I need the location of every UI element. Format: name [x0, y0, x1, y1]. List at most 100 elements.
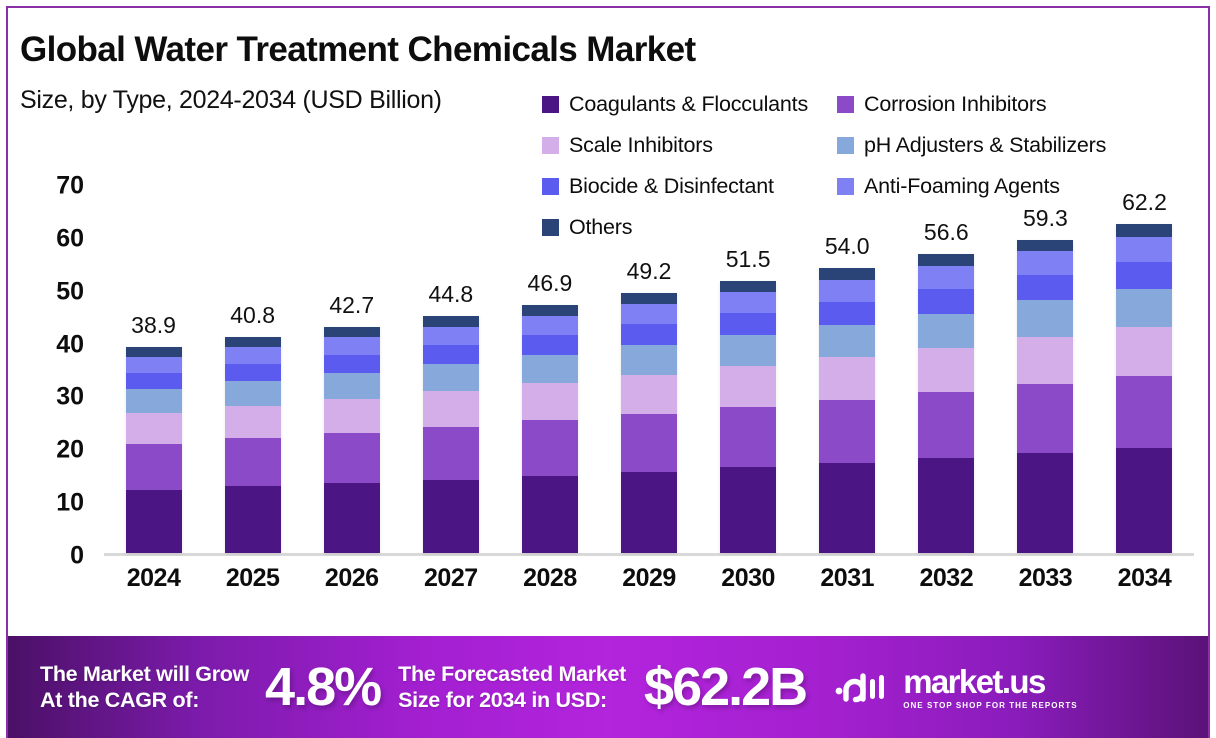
legend-item[interactable]: Scale Inhibitors — [542, 129, 837, 162]
market-us-logo[interactable]: market.us ONE STOP SHOP FOR THE REPORTS — [832, 665, 1077, 710]
bar-segment[interactable] — [323, 372, 380, 399]
bar-segment[interactable] — [125, 372, 182, 390]
legend-item[interactable]: pH Adjusters & Stabilizers — [837, 129, 1192, 162]
bar-segment[interactable] — [918, 313, 975, 348]
bar-segment[interactable] — [224, 337, 281, 348]
bar-group[interactable]: 49.2 — [599, 186, 698, 553]
bar-segment[interactable] — [521, 420, 578, 476]
bar-segment[interactable] — [323, 337, 380, 355]
bar-segment[interactable] — [1017, 250, 1074, 276]
bar-segment[interactable] — [918, 458, 975, 553]
bar-segment[interactable] — [720, 280, 777, 292]
bar-segment[interactable] — [323, 432, 380, 483]
bar-segment[interactable] — [918, 253, 975, 267]
bar-segment[interactable] — [621, 375, 678, 414]
bar-segment[interactable] — [918, 266, 975, 290]
bar-segment[interactable] — [1017, 239, 1074, 251]
bar-segment[interactable] — [720, 291, 777, 314]
bar-segment[interactable] — [819, 279, 876, 302]
bar-segment[interactable] — [621, 345, 678, 376]
bar-segment[interactable] — [422, 326, 479, 345]
bar-segment[interactable] — [521, 354, 578, 384]
bar-segment[interactable] — [1116, 262, 1173, 289]
bar-segment[interactable] — [819, 267, 876, 280]
bar-segment[interactable] — [224, 406, 281, 439]
bar-segment[interactable] — [621, 304, 678, 325]
bar-stack[interactable] — [224, 337, 281, 553]
bar-segment[interactable] — [1017, 453, 1074, 553]
bar-segment[interactable] — [1017, 275, 1074, 301]
bar-stack[interactable] — [521, 305, 578, 553]
bar-segment[interactable] — [125, 443, 182, 490]
bar-segment[interactable] — [224, 363, 281, 382]
legend-item[interactable]: Corrosion Inhibitors — [837, 88, 1192, 121]
bar-segment[interactable] — [918, 289, 975, 314]
bar-segment[interactable] — [224, 347, 281, 364]
bar-group[interactable]: 40.8 — [203, 186, 302, 553]
bar-segment[interactable] — [1116, 236, 1173, 263]
bar-segment[interactable] — [819, 301, 876, 325]
bar-stack[interactable] — [1116, 224, 1173, 553]
bar-segment[interactable] — [720, 313, 777, 335]
bar-segment[interactable] — [224, 486, 281, 553]
bar-stack[interactable] — [1017, 239, 1074, 553]
legend-item[interactable]: Anti-Foaming Agents — [837, 170, 1192, 203]
bar-segment[interactable] — [1017, 383, 1074, 454]
bar-segment[interactable] — [819, 324, 876, 358]
bar-segment[interactable] — [1116, 224, 1173, 237]
bar-stack[interactable] — [720, 280, 777, 553]
bar-segment[interactable] — [422, 344, 479, 364]
bar-stack[interactable] — [422, 316, 479, 553]
bar-stack[interactable] — [323, 327, 380, 553]
bar-segment[interactable] — [521, 383, 578, 421]
bar-group[interactable]: 54.0 — [798, 186, 897, 553]
bar-segment[interactable] — [1116, 448, 1173, 553]
bar-segment[interactable] — [1017, 336, 1074, 384]
bar-segment[interactable] — [224, 381, 281, 407]
bar-segment[interactable] — [521, 334, 578, 355]
bar-segment[interactable] — [323, 354, 380, 373]
bar-segment[interactable] — [720, 366, 777, 408]
bar-group[interactable]: 46.9 — [500, 186, 599, 553]
bar-segment[interactable] — [521, 305, 578, 316]
bar-segment[interactable] — [918, 392, 975, 459]
bar-segment[interactable] — [422, 426, 479, 480]
bar-group[interactable]: 51.5 — [699, 186, 798, 553]
bar-segment[interactable] — [125, 347, 182, 357]
bar-stack[interactable] — [621, 292, 678, 553]
bar-segment[interactable] — [621, 292, 678, 305]
bar-segment[interactable] — [422, 316, 479, 327]
bar-segment[interactable] — [224, 438, 281, 487]
bar-segment[interactable] — [422, 363, 479, 392]
legend-item[interactable]: Others — [542, 211, 837, 244]
bar-segment[interactable] — [521, 475, 578, 553]
bar-segment[interactable] — [521, 315, 578, 335]
bar-segment[interactable] — [323, 327, 380, 338]
bar-segment[interactable] — [819, 463, 876, 553]
bar-group[interactable]: 56.6 — [897, 186, 996, 553]
bar-stack[interactable] — [125, 347, 182, 553]
bar-group[interactable]: 44.8 — [401, 186, 500, 553]
bar-segment[interactable] — [621, 471, 678, 553]
bar-segment[interactable] — [819, 357, 876, 401]
bar-stack[interactable] — [918, 253, 975, 553]
bar-segment[interactable] — [621, 414, 678, 472]
bar-group[interactable]: 62.2 — [1095, 186, 1194, 553]
bar-segment[interactable] — [323, 482, 380, 553]
bar-segment[interactable] — [323, 398, 380, 433]
bar-segment[interactable] — [720, 407, 777, 468]
bar-segment[interactable] — [422, 391, 479, 427]
bar-segment[interactable] — [1116, 288, 1173, 327]
bar-group[interactable]: 59.3 — [996, 186, 1095, 553]
bar-segment[interactable] — [720, 334, 777, 367]
bar-stack[interactable] — [819, 267, 876, 553]
bar-segment[interactable] — [1017, 300, 1074, 337]
bar-segment[interactable] — [819, 400, 876, 464]
bar-segment[interactable] — [918, 347, 975, 393]
bar-segment[interactable] — [422, 479, 479, 553]
bar-segment[interactable] — [125, 489, 182, 553]
legend-item[interactable]: Coagulants & Flocculants — [542, 88, 837, 121]
bar-group[interactable]: 38.9 — [104, 186, 203, 553]
bar-segment[interactable] — [125, 389, 182, 413]
bar-segment[interactable] — [1116, 326, 1173, 376]
